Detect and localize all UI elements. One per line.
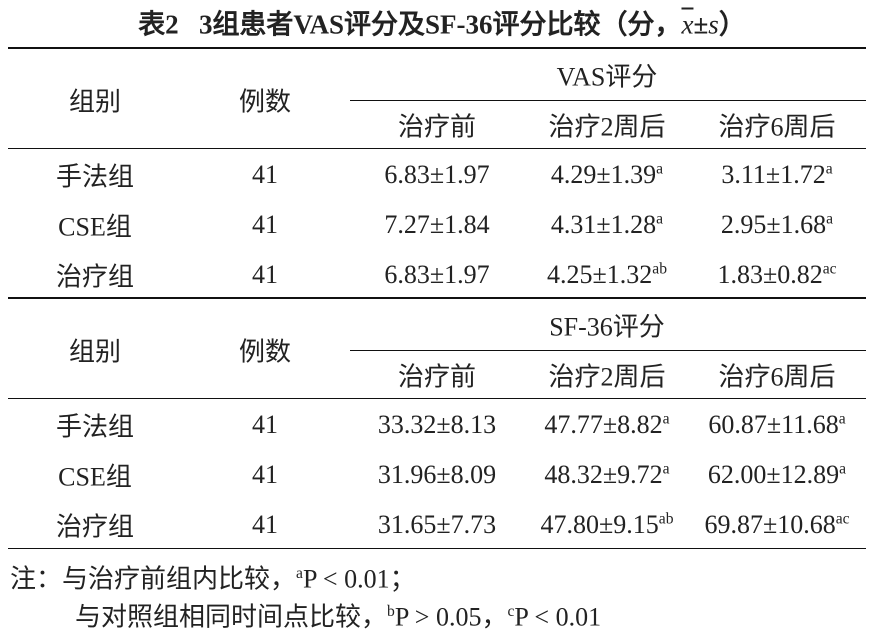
value-cell: 47.77±8.82a — [544, 410, 669, 440]
value-text: 2.95±1.68 — [720, 210, 827, 239]
value-cell: 47.80±9.15ab — [541, 510, 674, 540]
note-text: P < 0.01 — [514, 602, 602, 632]
superscript: a — [656, 210, 664, 228]
timepoint-header: 治疗2周后 — [548, 362, 666, 392]
value-text: 6.83±1.97 — [384, 160, 490, 189]
superscript: b — [387, 603, 395, 621]
rule — [8, 148, 866, 149]
value-text: 4.29±1.39 — [550, 160, 657, 189]
value-cell: 4.25±1.32ab — [547, 260, 667, 290]
table-title: 表2 3组患者VAS评分及SF-36评分比较（分，x±s） — [138, 3, 746, 42]
n-cell: 41 — [252, 210, 278, 239]
value-cell: 3.11±1.72a — [721, 160, 832, 190]
superscript: a — [825, 160, 833, 178]
value-cell: 60.87±11.68a — [708, 410, 845, 440]
superscript: a — [662, 460, 670, 478]
superscript: c — [507, 603, 515, 621]
value-text: 48.32±9.72 — [544, 460, 663, 489]
title-close: ） — [718, 9, 746, 40]
measure-header: VAS评分 — [556, 62, 658, 92]
title-text: 3组患者VAS评分及SF-36评分比较（分， — [198, 9, 682, 40]
title-mean: x — [681, 9, 694, 40]
rule — [8, 47, 866, 49]
n-cell: 41 — [252, 160, 278, 189]
title-pm: ± — [693, 9, 709, 40]
value-text: 69.87±10.68 — [704, 510, 836, 539]
superscript: a — [296, 565, 303, 583]
superscript: ab — [652, 260, 667, 278]
rule — [8, 548, 866, 549]
value-cell: 62.00±12.89a — [708, 460, 846, 490]
value-text: 7.27±1.84 — [384, 210, 490, 239]
n-header: 例数 — [238, 337, 292, 367]
value-cell: 7.27±1.84 — [384, 210, 489, 240]
group-cell: 手法组 — [55, 162, 135, 192]
value-text: 62.00±12.89 — [707, 460, 840, 489]
timepoint-header: 治疗前 — [397, 112, 477, 142]
value-cell: 4.31±1.28a — [551, 210, 663, 240]
group-cell: 治疗组 — [55, 512, 135, 542]
n-header: 例数 — [238, 87, 292, 117]
value-cell: 31.96±8.09 — [378, 460, 496, 490]
superscript: a — [839, 460, 847, 478]
group-cell: CSE组 — [58, 462, 132, 492]
group-cell: CSE组 — [58, 212, 132, 242]
value-text: 47.80±9.15 — [540, 510, 659, 539]
group-cell: 手法组 — [55, 412, 135, 442]
group-header: 组别 — [68, 87, 122, 117]
superscript: a — [662, 410, 670, 428]
value-cell: 6.83±1.97 — [384, 260, 489, 290]
value-cell: 4.29±1.39a — [551, 160, 663, 190]
superscript: ab — [658, 510, 674, 528]
rule — [8, 297, 866, 299]
timepoint-header: 治疗6周后 — [718, 112, 836, 142]
title-label: 表2 — [138, 9, 179, 40]
rule — [350, 350, 866, 351]
value-text: 4.25±1.32 — [547, 260, 653, 289]
superscript: a — [826, 210, 834, 228]
superscript: ac — [835, 510, 850, 528]
value-text: 33.32±8.13 — [377, 410, 497, 439]
value-text: 4.31±1.28 — [550, 210, 657, 239]
measure-header: SF-36评分 — [549, 312, 665, 342]
note-text: P > 0.05， — [394, 602, 508, 632]
value-cell: 6.83±1.97 — [384, 160, 489, 190]
note-text: 注：与治疗前组内比较， — [10, 564, 297, 594]
value-text: 60.87±11.68 — [708, 410, 839, 439]
superscript: ac — [822, 260, 837, 278]
n-cell: 41 — [252, 410, 278, 439]
value-text: 3.11±1.72 — [721, 160, 826, 189]
value-cell: 31.65±7.73 — [378, 510, 496, 540]
value-text: 1.83±0.82 — [717, 260, 823, 289]
value-cell: 48.32±9.72a — [544, 460, 669, 490]
group-cell: 治疗组 — [55, 262, 135, 292]
value-text: 31.96±8.09 — [377, 460, 497, 489]
note-text: P < 0.01； — [302, 564, 416, 594]
note-text: 与对照组相同时间点比较， — [75, 602, 388, 632]
value-cell: 2.95±1.68a — [721, 210, 833, 240]
note: 与对照组相同时间点比较，bP > 0.05，cP < 0.01 — [75, 597, 601, 634]
value-cell: 33.32±8.13 — [378, 410, 496, 440]
n-cell: 41 — [252, 460, 278, 489]
timepoint-header: 治疗2周后 — [548, 112, 666, 142]
rule — [350, 100, 866, 101]
value-cell: 69.87±10.68ac — [704, 510, 849, 540]
value-cell: 1.83±0.82ac — [717, 260, 836, 290]
value-text: 47.77±8.82 — [544, 410, 663, 439]
superscript: a — [838, 410, 846, 428]
value-text: 6.83±1.97 — [384, 260, 490, 289]
n-cell: 41 — [252, 510, 278, 539]
superscript: a — [656, 160, 664, 178]
title-sd: s — [708, 9, 719, 40]
timepoint-header: 治疗6周后 — [718, 362, 836, 392]
value-text: 31.65±7.73 — [377, 510, 497, 539]
n-cell: 41 — [252, 260, 278, 289]
rule — [8, 398, 866, 399]
group-header: 组别 — [68, 337, 122, 367]
timepoint-header: 治疗前 — [397, 362, 477, 392]
note: 注：与治疗前组内比较，aP < 0.01； — [10, 559, 416, 596]
